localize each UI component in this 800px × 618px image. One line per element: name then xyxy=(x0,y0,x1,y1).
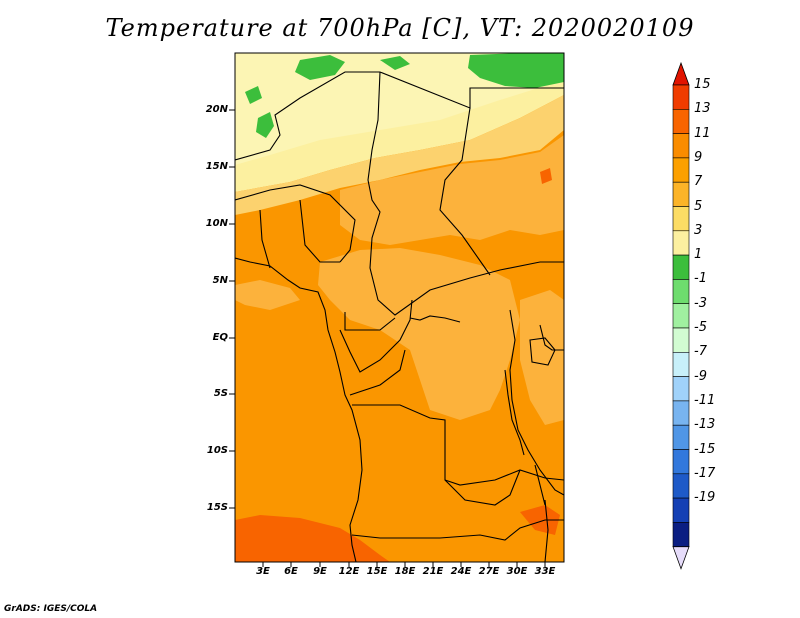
colorbar-label: 9 xyxy=(694,149,703,165)
border-angola-south xyxy=(351,519,564,541)
border-east-lakes xyxy=(509,309,564,496)
colorbar-label: -9 xyxy=(694,368,707,384)
colorbar-segment xyxy=(672,279,690,304)
field-band-5c-inner xyxy=(235,53,564,165)
lat-label-15s: 15S xyxy=(206,502,228,513)
colorbar-cap-bottom xyxy=(672,546,690,570)
lon-ticks xyxy=(262,562,546,567)
lon-label-27e: 27E xyxy=(478,566,500,577)
country-borders xyxy=(235,71,564,562)
coastline-west xyxy=(235,257,363,562)
field-band-11c-southeast xyxy=(520,505,560,535)
colorbar-segment xyxy=(672,424,690,450)
border-zambia-east xyxy=(444,469,564,486)
colorbar-segment xyxy=(672,400,690,426)
border-east-sudan xyxy=(439,107,491,276)
colorbar-label: -13 xyxy=(694,417,716,433)
river-congo xyxy=(409,315,461,323)
border-cameroon xyxy=(259,199,396,331)
colorbar-segment xyxy=(672,254,690,280)
lat-label-5s: 5S xyxy=(213,388,228,399)
field-band-7c xyxy=(235,95,564,215)
field-band-3c-patch-1 xyxy=(468,53,564,88)
colorbar-label: 7 xyxy=(694,174,703,190)
colorbar-segment xyxy=(672,497,690,523)
field-band-9c-center xyxy=(318,248,520,420)
colorbar xyxy=(672,61,690,570)
border-kenya xyxy=(539,324,564,351)
lat-label-5n: 5N xyxy=(212,275,228,286)
colorbar-cap-top xyxy=(672,61,690,86)
colorbar-segment xyxy=(672,109,690,134)
credit-text: GrADS: IGES/COLA xyxy=(4,604,98,614)
colorbar-label: -19 xyxy=(694,490,716,506)
temperature-field xyxy=(235,53,564,562)
colorbar-segment xyxy=(672,84,690,110)
colorbar-segment xyxy=(672,351,690,377)
lon-label-24e: 24E xyxy=(450,566,472,577)
lon-label-21e: 21E xyxy=(422,566,444,577)
colorbar-segment xyxy=(672,206,690,232)
colorbar-segment xyxy=(672,522,690,548)
colorbar-label: 15 xyxy=(694,77,711,92)
colorbar-label: -3 xyxy=(694,295,707,311)
chart-title: Temperature at 700hPa [C], VT: 202002010… xyxy=(105,14,695,42)
border-congo xyxy=(339,299,413,373)
colorbar-segment xyxy=(672,376,690,402)
colorbar-label: 1 xyxy=(694,247,703,263)
border-west-africa xyxy=(235,184,356,263)
colorbar-label: 11 xyxy=(694,125,711,141)
field-band-9c-east xyxy=(520,290,564,425)
colorbar-segment xyxy=(672,449,690,475)
colorbar-label: -15 xyxy=(694,441,716,457)
map-frame xyxy=(234,52,565,563)
colorbar-label: 5 xyxy=(694,198,703,214)
colorbar-label: -17 xyxy=(694,465,716,481)
lon-label-3e: 3E xyxy=(256,566,270,577)
colorbar-segment xyxy=(672,230,690,256)
lat-label-10n: 10N xyxy=(205,218,228,229)
border-sahel xyxy=(367,71,564,316)
lake-malawi xyxy=(534,464,546,506)
colorbar-label: -5 xyxy=(694,320,707,335)
field-band-3c-patch-2 xyxy=(295,55,345,80)
field-band-11c-hotspot xyxy=(540,168,552,184)
colorbar-label: 3 xyxy=(694,222,703,238)
lat-label-15n: 15N xyxy=(205,161,228,172)
lat-label-10s: 10S xyxy=(206,445,228,456)
colorbar-label: -11 xyxy=(694,392,716,408)
lat-label-eq: EQ xyxy=(212,332,228,343)
lon-label-15e: 15E xyxy=(366,566,388,577)
colorbar-segment xyxy=(672,157,690,183)
colorbar-segment xyxy=(672,473,690,499)
lake-tanganyika xyxy=(504,369,525,456)
field-band-9c-west xyxy=(235,280,300,310)
lake-victoria xyxy=(529,337,556,366)
colorbar-segment xyxy=(672,133,690,159)
border-north xyxy=(235,71,564,161)
field-band-3c-patch-5 xyxy=(380,56,410,70)
lon-label-30e: 30E xyxy=(506,566,528,577)
colorbar-segment xyxy=(672,303,690,329)
colorbar-segment xyxy=(672,181,690,207)
lon-label-12e: 12E xyxy=(338,566,360,577)
field-band-11c-south xyxy=(235,515,390,562)
lon-label-18e: 18E xyxy=(394,566,416,577)
colorbar-label: -7 xyxy=(694,344,707,360)
field-band-3c-patch-4 xyxy=(245,86,262,104)
lon-label-33e: 33E xyxy=(534,566,556,577)
colorbar-label: -1 xyxy=(694,271,707,287)
lon-label-6e: 6E xyxy=(284,566,298,577)
lat-ticks xyxy=(229,109,235,509)
colorbar-label: 13 xyxy=(694,101,711,117)
lon-label-9e: 9E xyxy=(313,566,327,577)
field-band-3c-patch-3 xyxy=(256,112,274,138)
border-mozambique xyxy=(544,499,549,562)
lat-label-20n: 20N xyxy=(205,104,228,115)
field-band-9c-north xyxy=(340,135,564,245)
colorbar-segment xyxy=(672,327,690,353)
